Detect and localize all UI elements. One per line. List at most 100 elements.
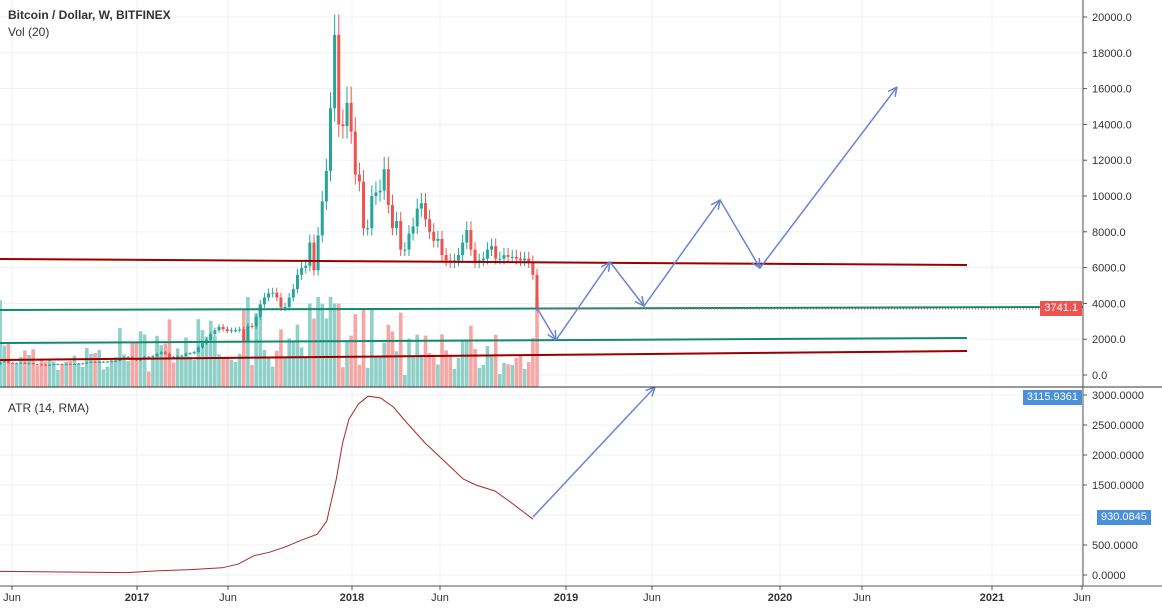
candle-body	[209, 334, 213, 340]
atr-axis[interactable]: 3000.0000 2500.0000 2000.0000 1500.0000 500.…	[1083, 390, 1144, 582]
volume-bar	[481, 364, 486, 387]
arrowhead	[607, 261, 611, 272]
volume-bar	[283, 357, 287, 387]
volume-bar	[192, 359, 197, 387]
candle-body	[378, 190, 382, 193]
support-line-lower[interactable]	[0, 337, 968, 344]
volume-bar	[357, 364, 362, 387]
price-tick-label: 0.0	[1092, 370, 1107, 382]
candle-body	[502, 255, 506, 259]
drawings[interactable]	[0, 86, 1084, 518]
candle-body	[469, 230, 473, 250]
candle-body	[382, 169, 386, 191]
volume-bar	[76, 363, 81, 387]
volume-bar	[320, 303, 325, 387]
candle-body	[225, 329, 229, 332]
volume-bar	[295, 324, 300, 387]
candle-body	[31, 363, 35, 365]
atr-tick-label: 0.0000	[1092, 570, 1126, 582]
candle-body	[229, 330, 233, 332]
volume-bar	[448, 354, 453, 387]
atr-projection[interactable]	[532, 386, 656, 518]
volume-bar	[60, 364, 64, 387]
volume-bar	[47, 358, 52, 387]
volume-bar	[151, 358, 155, 387]
volume-bar	[370, 307, 374, 387]
candle-body	[196, 347, 200, 353]
volume-bar	[436, 364, 440, 387]
volume-bar	[27, 355, 31, 387]
time-tick-label: Jun	[431, 592, 449, 604]
volume-bar	[237, 353, 242, 387]
candle-body	[39, 364, 43, 366]
arrowhead	[717, 199, 721, 210]
volume-bar	[97, 349, 102, 387]
candle-body	[238, 329, 242, 331]
candle-body	[258, 304, 262, 317]
candle-body	[506, 255, 510, 257]
volume-bar	[155, 335, 159, 387]
candle-body	[279, 297, 283, 308]
volume-bar	[68, 360, 73, 387]
candle-body	[362, 181, 366, 229]
candle-body	[15, 363, 19, 365]
volume-bar	[407, 338, 411, 387]
candle-body	[304, 265, 308, 268]
volume-bar	[6, 343, 11, 387]
volume-bar	[460, 339, 465, 387]
volume-bar	[184, 337, 188, 387]
candle-body	[180, 355, 184, 357]
time-axis[interactable]: Jun 2017 Jun 2018 Jun 2019 Jun 2020 Jun 2021 Jun	[3, 586, 1091, 604]
resistance-line-lower[interactable]	[0, 350, 968, 361]
last-price-tag: 3741.1	[1040, 301, 1082, 316]
volume-bar	[506, 364, 510, 387]
volume-bar	[365, 368, 370, 387]
candle-body	[457, 255, 461, 261]
volume-bar	[80, 366, 85, 387]
volume-bar	[485, 346, 490, 387]
support-line-upper[interactable]	[0, 306, 1084, 311]
time-tick-label: Jun	[853, 592, 871, 604]
volume-bar	[464, 339, 469, 387]
volume-bar	[398, 312, 403, 387]
atr-top-tag: 3115.9361	[1022, 390, 1082, 405]
candle-body	[440, 238, 444, 256]
candle-body	[126, 357, 130, 359]
volume-bar	[43, 361, 48, 387]
volume-bar	[502, 363, 506, 387]
candle-body	[151, 356, 155, 358]
arrowheads	[547, 86, 898, 397]
candle-body	[184, 353, 188, 356]
candle-body	[345, 102, 349, 127]
candle-body	[105, 361, 109, 363]
volume-bar	[324, 318, 329, 387]
candle-body	[72, 363, 76, 365]
projection-path[interactable]	[536, 86, 898, 342]
volume-bar	[56, 369, 60, 387]
candle-body	[428, 219, 432, 232]
volume-bar	[345, 341, 349, 387]
volume-bar	[159, 345, 163, 387]
arrowhead	[894, 86, 898, 97]
volume-bar	[522, 368, 527, 387]
candle-body	[217, 326, 221, 331]
candle-body	[399, 221, 403, 250]
candle-body	[291, 289, 295, 298]
volume-bar	[303, 356, 308, 387]
price-axis[interactable]: 20000.0 18000.0 16000.0 14000.0 12000.0 10000…	[1083, 12, 1132, 382]
volume-bar	[2, 345, 7, 387]
volume-bar	[175, 348, 180, 387]
resistance-line-upper[interactable]	[0, 258, 968, 266]
volume-bar	[510, 365, 515, 387]
candle-body	[316, 235, 320, 271]
volume-bar	[431, 354, 436, 387]
volume-bar	[378, 356, 382, 387]
price-tick-label: 16000.0	[1092, 84, 1132, 96]
candle-body	[10, 363, 14, 365]
volume-bar	[440, 334, 444, 387]
volume-bar	[353, 314, 358, 387]
volume-bar	[163, 343, 168, 387]
volume-bar	[299, 347, 304, 387]
volume-bar	[489, 355, 494, 387]
